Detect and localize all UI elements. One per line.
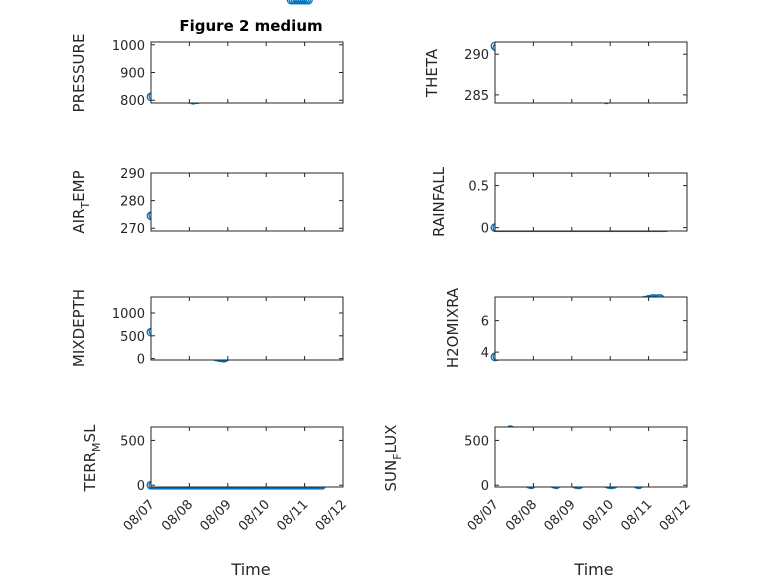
ylabel-rainfall: RAINFALL — [430, 166, 448, 237]
x-tick-label: 08/09 — [198, 497, 235, 534]
x-tick-label: 08/08 — [159, 497, 196, 534]
x-tick-label: 08/07 — [465, 497, 502, 534]
y-tick-label: 4 — [481, 346, 489, 361]
y-tick-label: 290 — [120, 167, 145, 182]
x-tick-label: 08/12 — [313, 497, 350, 534]
panel-theta: THETA 285 290 — [423, 41, 688, 105]
y-tick-label: 0 — [481, 222, 489, 237]
panel-sun-flux: SUNFLUX 0 500 08/07 08/08 08/09 08/10 08/11 08/… — [382, 425, 694, 579]
y-tick-label: 0.5 — [468, 180, 489, 195]
axes-terr-msl: 0 500 08/07 08/08 08/09 08/10 08/11 08/12 — [120, 426, 350, 534]
ylabel-theta: THETA — [423, 48, 441, 98]
axes-frame — [494, 296, 688, 361]
y-tick-label: 280 — [120, 195, 145, 210]
axes-theta: 285 290 — [464, 41, 688, 105]
y-tick-label: 1000 — [112, 39, 145, 54]
x-tick-label: 08/07 — [121, 497, 158, 534]
ylabel-pressure: PRESSURE — [70, 34, 88, 113]
y-tick-label: 500 — [464, 434, 489, 449]
y-tick-label: 270 — [120, 222, 145, 237]
axes-frame — [150, 172, 344, 232]
data-point — [303, 0, 313, 5]
ylabel-sun-flux: SUNFLUX — [382, 425, 404, 492]
y-tick-label: 1000 — [112, 307, 145, 322]
panel-mixdepth: MIXDEPTH 0 500 1000 — [70, 0, 344, 368]
y-tick-label: 900 — [120, 67, 145, 82]
y-tick-label: 500 — [120, 434, 145, 449]
axes-frame — [150, 41, 344, 104]
ylabel-air-temp-main: AIR — [70, 209, 88, 234]
axes-sun-flux: 0 500 08/07 08/08 08/09 08/10 08/11 08/12 — [464, 425, 694, 534]
y-tick-label: 0 — [481, 479, 489, 494]
axes-frame — [150, 426, 344, 488]
axes-rainfall: 00.5 — [468, 172, 688, 237]
y-tick-label: 290 — [464, 48, 489, 63]
y-tick-label: 0 — [137, 479, 145, 494]
y-tick-label: 6 — [481, 315, 489, 330]
x-tick-label: 08/10 — [580, 497, 617, 534]
ylabel-terr-msl-main: TERR — [81, 452, 99, 493]
axes-frame — [494, 172, 688, 232]
x-tick-label: 08/12 — [657, 497, 694, 534]
x-tick-label: 08/11 — [274, 497, 311, 534]
figure-title: Figure 2 medium — [179, 17, 322, 35]
x-tick-label: 08/08 — [503, 497, 540, 534]
axes-frame — [150, 296, 344, 361]
ylabel-sun-flux-main: SUN — [382, 460, 400, 492]
x-tick-label: 08/09 — [542, 497, 579, 534]
panel-pressure: PRESSURE 800 900 1000 — [70, 34, 344, 113]
axes-mixdepth: 0 500 1000 — [112, 0, 344, 368]
xlabel-left: Time — [230, 560, 270, 579]
ylabel-air-temp-sub: T — [79, 202, 92, 210]
y-tick-label: 500 — [120, 330, 145, 345]
ylabel-terr-msl-rest: SL — [81, 424, 99, 443]
y-tick-label: 285 — [464, 89, 489, 104]
axes-air-temp: 270 280 290 — [120, 167, 344, 237]
panel-rainfall: RAINFALL 00.5 — [430, 166, 688, 237]
panel-h2omixra: H2OMIXRA 46 — [444, 287, 688, 368]
ylabel-sun-flux-rest: LUX — [382, 425, 400, 454]
ylabel-air-temp-rest: EMP — [70, 170, 88, 201]
x-tick-label: 08/11 — [618, 497, 655, 534]
panel-terr-msl: TERRMSL 0 500 08/07 08/08 08/09 08/10 08/11 08/… — [81, 424, 350, 579]
axes-frame — [494, 41, 688, 104]
axes-frame — [494, 426, 688, 488]
panel-air-temp: AIRTEMP 270 280 290 — [70, 167, 344, 237]
x-tick-label: 08/10 — [236, 497, 273, 534]
ylabel-sun-flux-sub: F — [391, 453, 404, 459]
xlabel-right: Time — [573, 560, 613, 579]
axes-pressure: 800 900 1000 — [112, 39, 344, 109]
y-tick-label: 800 — [120, 94, 145, 109]
ylabel-terr-msl: TERRMSL — [81, 424, 103, 493]
axes-h2omixra: 46 — [481, 294, 688, 362]
ylabel-air-temp: AIRTEMP — [70, 170, 92, 233]
ylabel-mixdepth: MIXDEPTH — [70, 289, 88, 367]
ylabel-h2omixra: H2OMIXRA — [444, 287, 462, 368]
y-tick-label: 0 — [137, 353, 145, 368]
ylabel-terr-msl-sub: M — [90, 442, 103, 452]
